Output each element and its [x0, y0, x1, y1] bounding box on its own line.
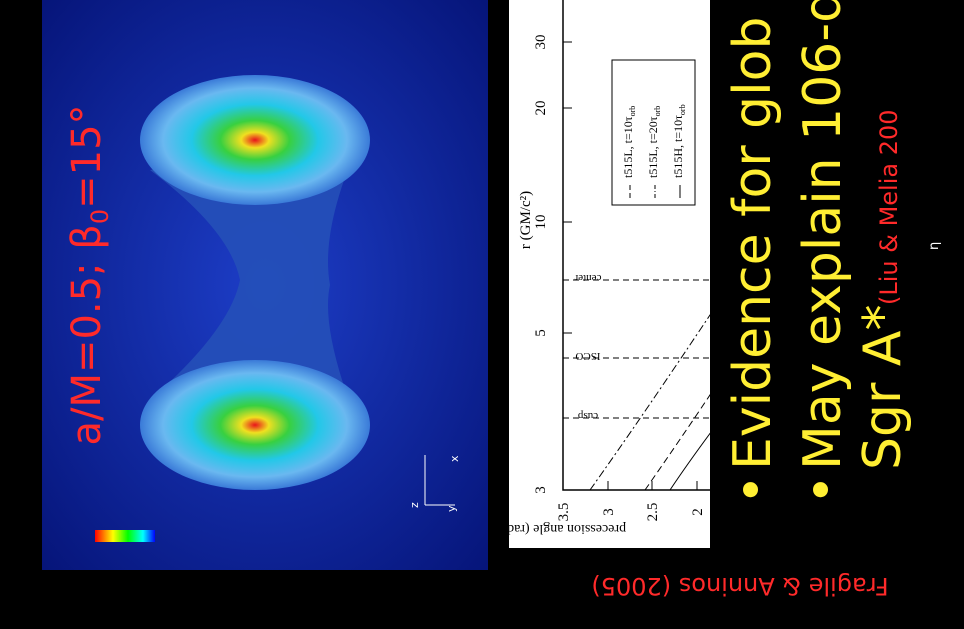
bullet-line: May explain 106-d — [793, 0, 853, 470]
eta-label: η — [927, 242, 942, 250]
legend-text: t515L, t=20τ — [646, 116, 660, 178]
title-sub: 0 — [86, 209, 114, 224]
legend-sub: orb — [653, 106, 662, 117]
x-axis-label: r (GM/c²) — [518, 191, 534, 249]
credit: Fragile & Anninos (2005) — [591, 572, 888, 600]
title-part: =15° — [64, 104, 110, 208]
legend-sub: orb — [678, 104, 687, 115]
legend-entry: t515H, t=10τorb — [671, 104, 687, 178]
citation: (Liu & Melia 200 — [875, 109, 903, 305]
plot-bg — [509, 0, 710, 548]
plot: 3 5 10 20 30 3.5 3 2.5 2 r (GM/c²) precession angl… — [480, 0, 720, 548]
x-tick-label: 10 — [533, 215, 549, 230]
bullet: • — [793, 474, 853, 505]
x-tick-label: 20 — [533, 101, 549, 116]
torus-disk — [140, 75, 370, 205]
x-tick-label: 30 — [533, 35, 549, 50]
torus-disk — [140, 360, 370, 490]
bullet-line: Evidence for glob — [723, 17, 783, 470]
title-part: a/M=0.5; β — [64, 224, 110, 445]
bullet: • — [723, 474, 783, 505]
axis-letter: y — [445, 505, 458, 512]
bullet-line: Sgr A* — [853, 305, 913, 471]
y-tick-label: 3.5 — [556, 503, 572, 522]
line-label: cusp — [577, 410, 598, 422]
x-tick-label: 3 — [533, 486, 549, 494]
y-tick-label: 3 — [601, 508, 617, 516]
y-tick-label: 2 — [690, 508, 706, 516]
panel-title: a/M=0.5; β0=15° — [64, 104, 114, 445]
y-tick-label: 2.5 — [645, 503, 661, 522]
line-label: center — [574, 272, 601, 284]
slide: z y x a/M=0.5; β0=15° 3 5 10 20 30 3.5 3 2.5 2 r … — [0, 0, 964, 629]
axis-letter: x — [448, 455, 461, 462]
legend-entry: t515L, t=20τorb — [646, 106, 662, 178]
legend-sub: orb — [628, 106, 637, 117]
axis-letter: z — [408, 502, 421, 508]
legend-text: t515H, t=10τ — [671, 115, 685, 178]
legend-entry: t515L, t=10τorb — [621, 106, 637, 178]
x-tick-label: 5 — [533, 329, 549, 337]
legend-text: t515L, t=10τ — [621, 116, 635, 178]
colorbar — [95, 530, 155, 542]
y-axis-label: precession angle (radians) — [480, 521, 626, 536]
line-label: ISCO — [575, 350, 600, 362]
